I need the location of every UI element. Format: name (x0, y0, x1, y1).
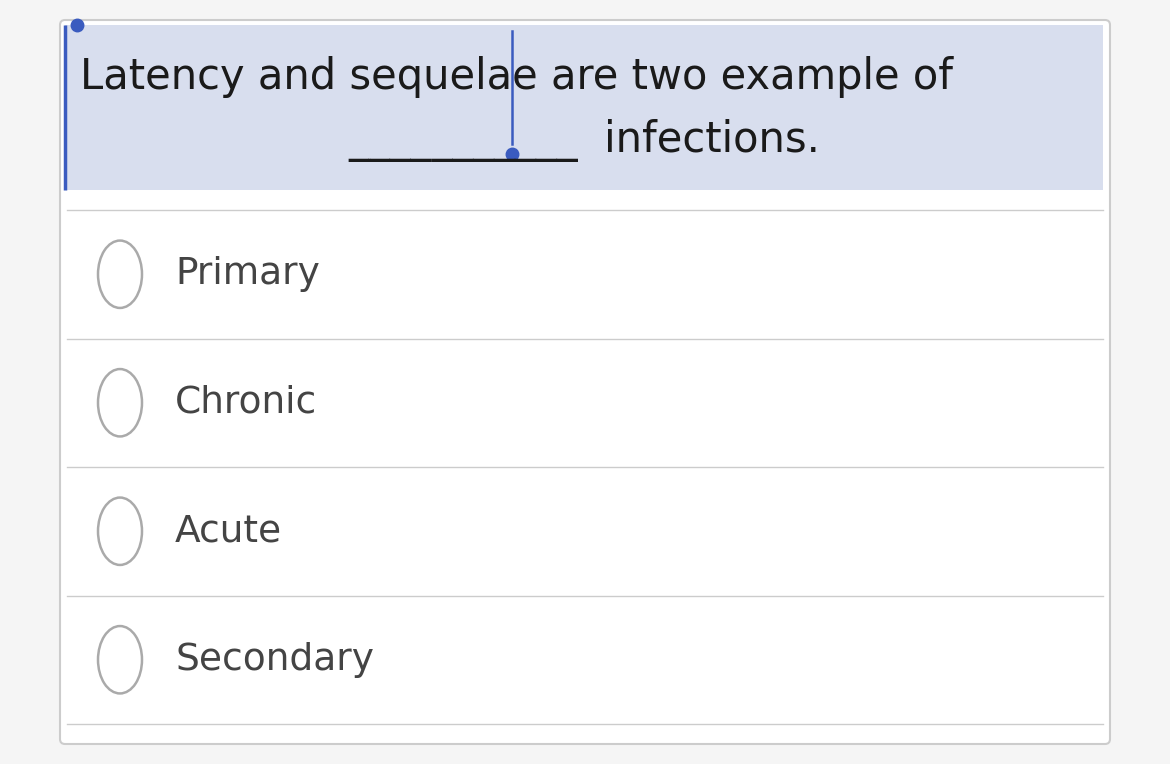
Ellipse shape (98, 241, 142, 308)
Text: ___________  infections.: ___________ infections. (347, 118, 820, 161)
Ellipse shape (98, 497, 142, 565)
Ellipse shape (98, 626, 142, 694)
Text: Acute: Acute (176, 513, 282, 549)
FancyBboxPatch shape (66, 25, 1103, 190)
Text: Primary: Primary (176, 256, 319, 293)
FancyBboxPatch shape (60, 20, 1110, 744)
Text: Secondary: Secondary (176, 642, 374, 678)
Text: Chronic: Chronic (176, 385, 317, 421)
Ellipse shape (98, 369, 142, 436)
Text: Latency and sequelae are two example of: Latency and sequelae are two example of (80, 56, 954, 98)
